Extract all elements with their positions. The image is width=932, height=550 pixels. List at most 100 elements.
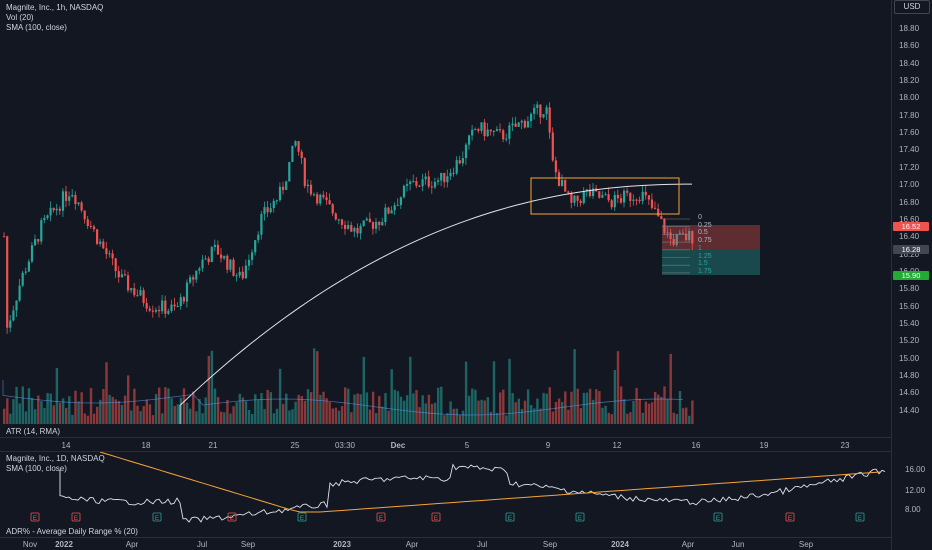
candle-body — [123, 274, 127, 276]
volume-bar — [449, 401, 452, 424]
candle-body — [164, 300, 167, 314]
volume-bar — [15, 386, 18, 424]
volume-bar — [685, 407, 688, 424]
volume-bar — [288, 410, 291, 424]
volume-bar — [660, 396, 663, 424]
candle-body — [331, 204, 334, 214]
mini-price-tick: 16.00 — [905, 465, 926, 474]
candle-body — [92, 226, 96, 230]
volume-bar — [223, 412, 226, 424]
mini-chart-legend[interactable]: Magnite, Inc., 1D, NASDAQ SMA (100, clos… — [6, 454, 105, 474]
mini-symbol-title[interactable]: Magnite, Inc., 1D, NASDAQ — [6, 454, 105, 463]
last-price-badge: 16.52 — [893, 222, 929, 231]
atr-legend[interactable]: ATR (14, RMA) — [6, 427, 61, 436]
volume-bar — [613, 369, 617, 424]
candle-body — [635, 199, 638, 201]
volume-bar — [120, 404, 124, 424]
currency-button[interactable]: USD — [894, 0, 930, 14]
volume-bar — [86, 415, 90, 424]
volume-bar — [325, 398, 328, 424]
volume-bar — [443, 415, 446, 424]
earnings-marker: E — [785, 512, 795, 522]
svg-text:E: E — [155, 515, 160, 522]
candle-body — [424, 176, 427, 180]
earnings-marker: E — [30, 512, 40, 522]
candle-body — [455, 160, 458, 174]
volume-bar — [610, 414, 613, 424]
sma-legend[interactable]: SMA (100, close) — [6, 23, 67, 32]
chart-legend[interactable]: Magnite, Inc., 1h, NASDAQ Vol (20) SMA (… — [6, 3, 103, 33]
volume-bar — [40, 401, 43, 424]
date-tick: 2024 — [611, 540, 629, 549]
candle-body — [514, 123, 517, 127]
volume-bar — [204, 397, 207, 424]
volume-bar — [340, 406, 344, 424]
candle-body — [68, 196, 71, 201]
earnings-marker: E — [855, 512, 865, 522]
candle-body — [303, 158, 306, 187]
time-tick: 5 — [464, 441, 470, 450]
volume-bar — [263, 409, 266, 424]
volume-legend[interactable]: Vol (20) — [6, 13, 34, 22]
candle-body — [18, 285, 21, 301]
fib-zone-green — [662, 250, 760, 275]
volume-bar — [471, 388, 474, 424]
volume-bar — [502, 389, 505, 424]
volume-bar — [164, 387, 167, 424]
candle-body — [430, 186, 433, 188]
volume-bar — [402, 400, 406, 424]
candle-body — [136, 295, 139, 297]
candle-body — [471, 129, 474, 136]
candle-body — [579, 200, 582, 204]
candle-body — [347, 224, 350, 229]
volume-bar — [601, 407, 604, 424]
candle-body — [533, 107, 536, 114]
volume-bar — [492, 361, 496, 424]
candle-body — [83, 210, 86, 220]
candle-body — [409, 181, 412, 185]
candle-body — [691, 230, 694, 244]
volume-bar — [635, 388, 638, 424]
price-tick: 15.60 — [899, 301, 920, 311]
adr-legend[interactable]: ADR% - Average Daily Range % (20) — [6, 527, 138, 536]
candle-body — [461, 158, 464, 164]
volume-bar — [334, 407, 338, 424]
volume-bar — [406, 395, 409, 424]
volume-bar — [55, 367, 59, 424]
candle-body — [669, 232, 672, 239]
volume-bar — [644, 401, 648, 424]
candle-body — [452, 172, 455, 174]
volume-bar — [9, 413, 12, 424]
candle-body — [564, 179, 567, 192]
candle-body — [375, 221, 378, 229]
candle-body — [120, 274, 123, 278]
candle-body — [641, 191, 644, 202]
volume-bar — [650, 402, 654, 424]
sma-line — [179, 183, 693, 424]
candle-body — [213, 244, 216, 248]
volume-bar — [499, 392, 502, 424]
candle-body — [43, 217, 46, 221]
volume-bar — [198, 398, 201, 424]
candle-body — [542, 114, 545, 118]
candle-body — [492, 130, 495, 132]
volume-bar — [368, 409, 372, 424]
volume-bar — [185, 402, 189, 424]
price-tick: 18.60 — [899, 41, 920, 51]
time-tick: 21 — [208, 441, 218, 450]
mini-price-tick: 8.00 — [905, 505, 921, 514]
symbol-title[interactable]: Magnite, Inc., 1h, NASDAQ — [6, 3, 104, 12]
fib-zone-red — [662, 225, 760, 250]
candle-body — [381, 222, 384, 226]
candle-body — [508, 125, 511, 139]
volume-bar — [319, 394, 322, 424]
candle-body — [192, 277, 195, 280]
volume-bar — [300, 396, 303, 424]
volume-bar — [427, 394, 431, 424]
volume-bar — [362, 356, 365, 424]
candle-body — [685, 233, 688, 241]
candle-body — [505, 138, 508, 140]
volume-bar — [384, 393, 387, 424]
mini-sma-legend[interactable]: SMA (100, close) — [6, 464, 67, 473]
